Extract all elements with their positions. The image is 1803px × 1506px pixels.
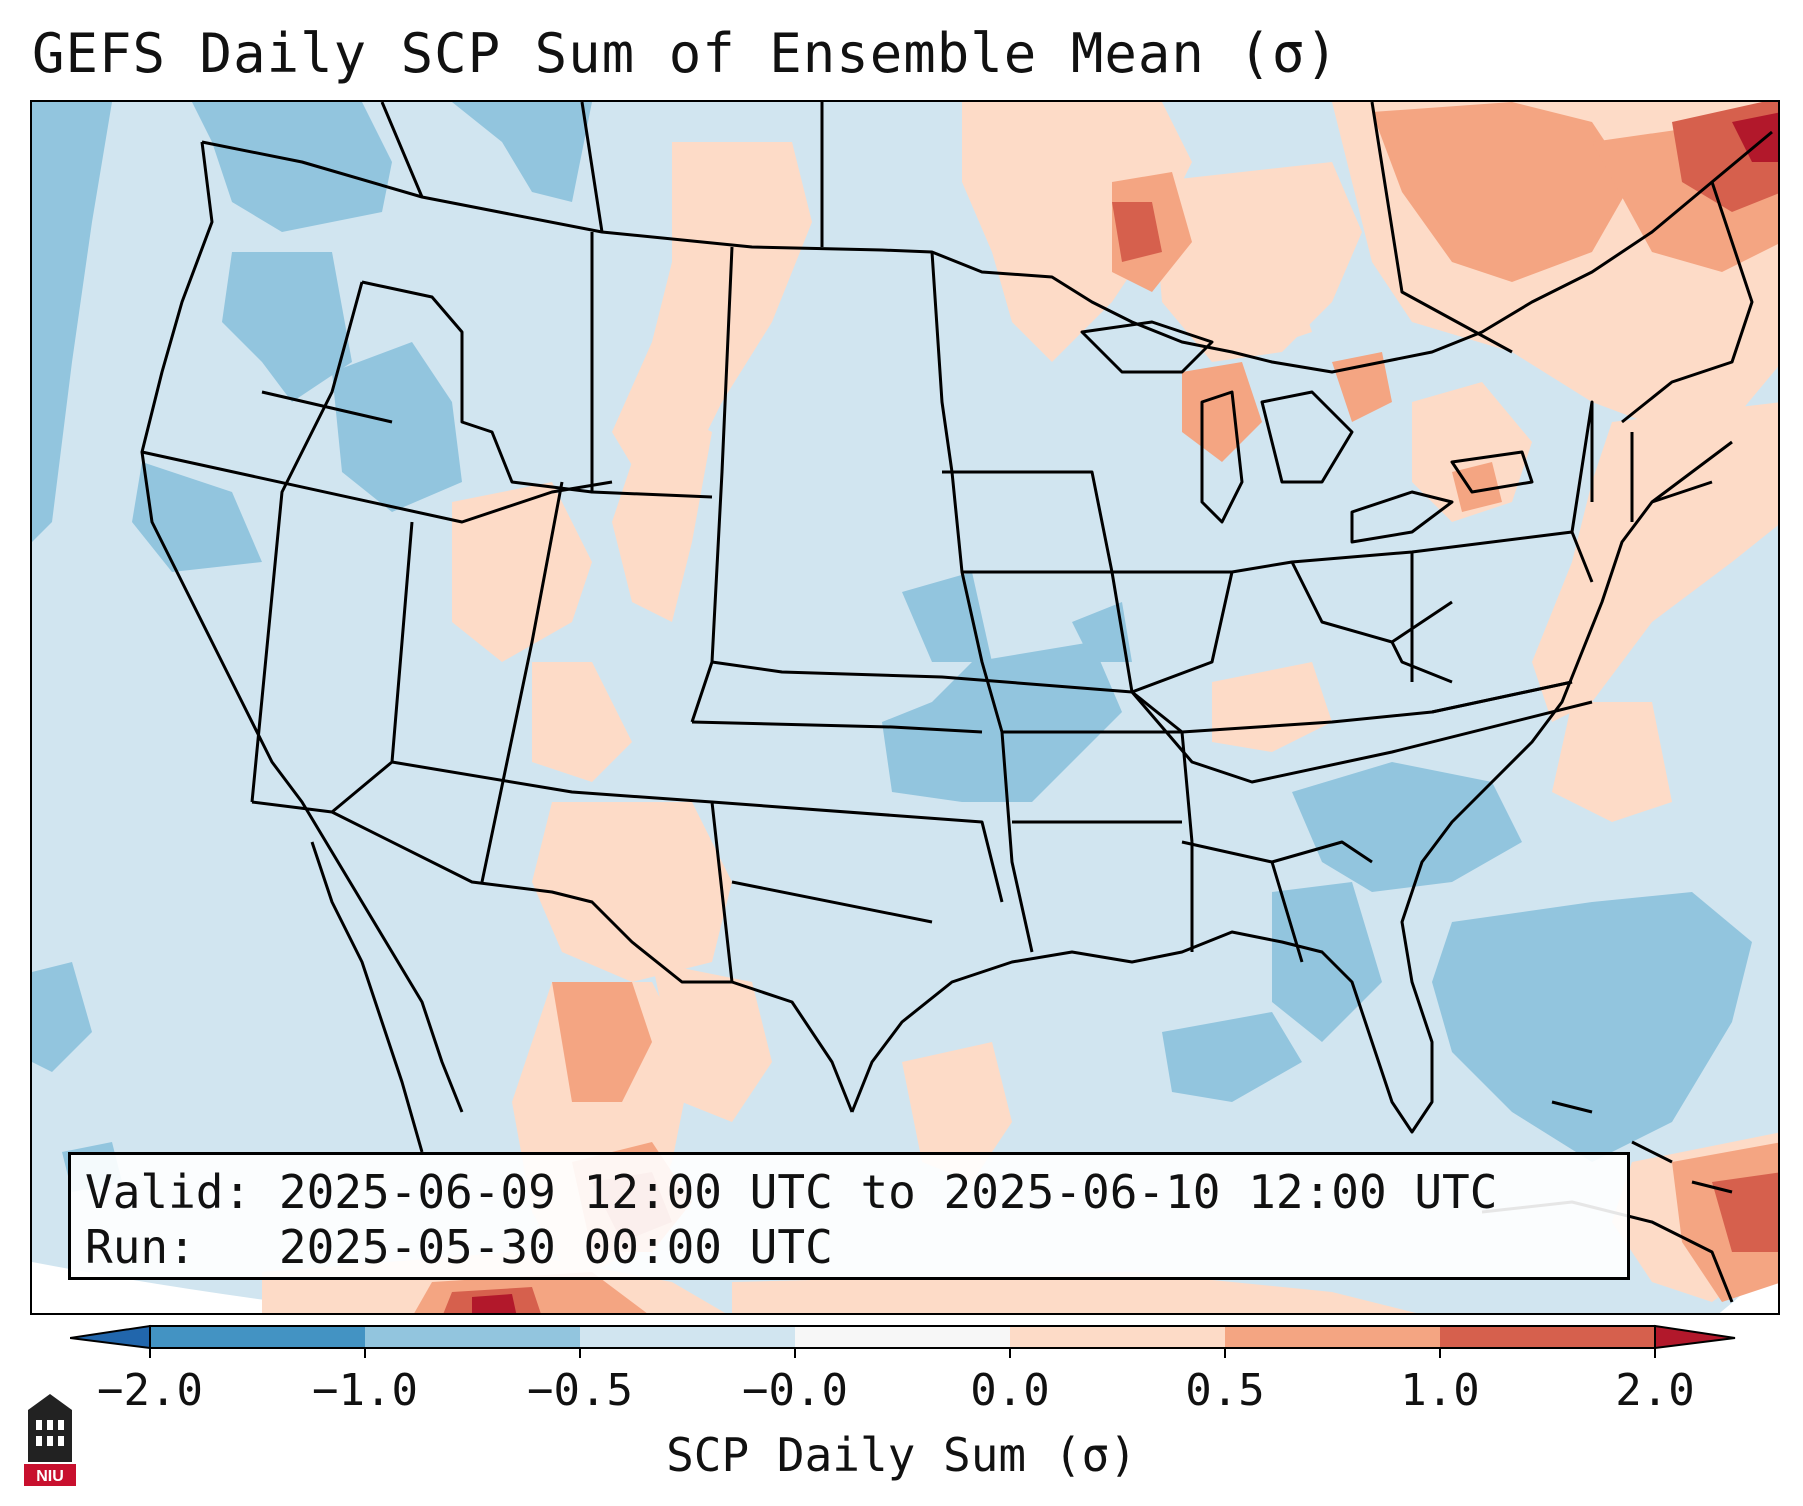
colorbar-tick-label: −0.0 xyxy=(742,1365,848,1416)
colorbar-tick-label: −1.0 xyxy=(312,1365,418,1416)
colorbar-tick-label: 1.0 xyxy=(1400,1365,1480,1416)
colorbar-bin xyxy=(1010,1326,1225,1348)
projection-edge-right xyxy=(1719,1256,1778,1313)
colorbar-extend-high xyxy=(1654,1324,1736,1350)
colorbar-tick-label: 2.0 xyxy=(1615,1365,1695,1416)
run-label: Run: xyxy=(85,1220,196,1274)
colorbar-bin xyxy=(795,1326,1010,1348)
colorbar-tick-label: −0.5 xyxy=(527,1365,633,1416)
negative-anomaly-regions xyxy=(32,102,1752,1192)
logo-text: NIU xyxy=(36,1468,64,1485)
validity-info-box: Valid: 2025-06-09 12:00 UTC to 2025-06-1… xyxy=(68,1152,1630,1280)
map-title: GEFS Daily SCP Sum of Ensemble Mean (σ) xyxy=(32,22,1339,85)
colorbar-bin xyxy=(580,1326,795,1348)
colorbar-bin xyxy=(1225,1326,1440,1348)
projection-edge xyxy=(32,1262,369,1313)
scp-map xyxy=(32,102,1778,1313)
valid-label: Valid: xyxy=(85,1165,252,1219)
run-time: 2025-05-30 00:00 UTC xyxy=(278,1220,833,1274)
colorbar-bin xyxy=(365,1326,580,1348)
positive-extreme-regions xyxy=(472,112,1778,1313)
map-panel xyxy=(30,100,1780,1315)
colorbar-extend-low xyxy=(70,1324,151,1350)
colorbar-label: SCP Daily Sum (σ) xyxy=(666,1428,1137,1482)
colorbar-tick-label: −2.0 xyxy=(97,1365,203,1416)
colorbar-frame xyxy=(149,1325,1656,1349)
colorbar-bin xyxy=(150,1326,365,1348)
valid-time-range: 2025-06-09 12:00 UTC to 2025-06-10 12:00… xyxy=(278,1165,1498,1219)
colorbar-ticks xyxy=(149,1348,1656,1358)
colorbar-tick-label: 0.5 xyxy=(1185,1365,1265,1416)
boundaries xyxy=(140,102,1773,1303)
colorbar xyxy=(70,1324,1736,1358)
university-tower-logo-icon: NIU xyxy=(24,1394,76,1486)
colorbar-tick-label: 0.0 xyxy=(970,1365,1050,1416)
colorbar-bin xyxy=(1440,1326,1655,1348)
